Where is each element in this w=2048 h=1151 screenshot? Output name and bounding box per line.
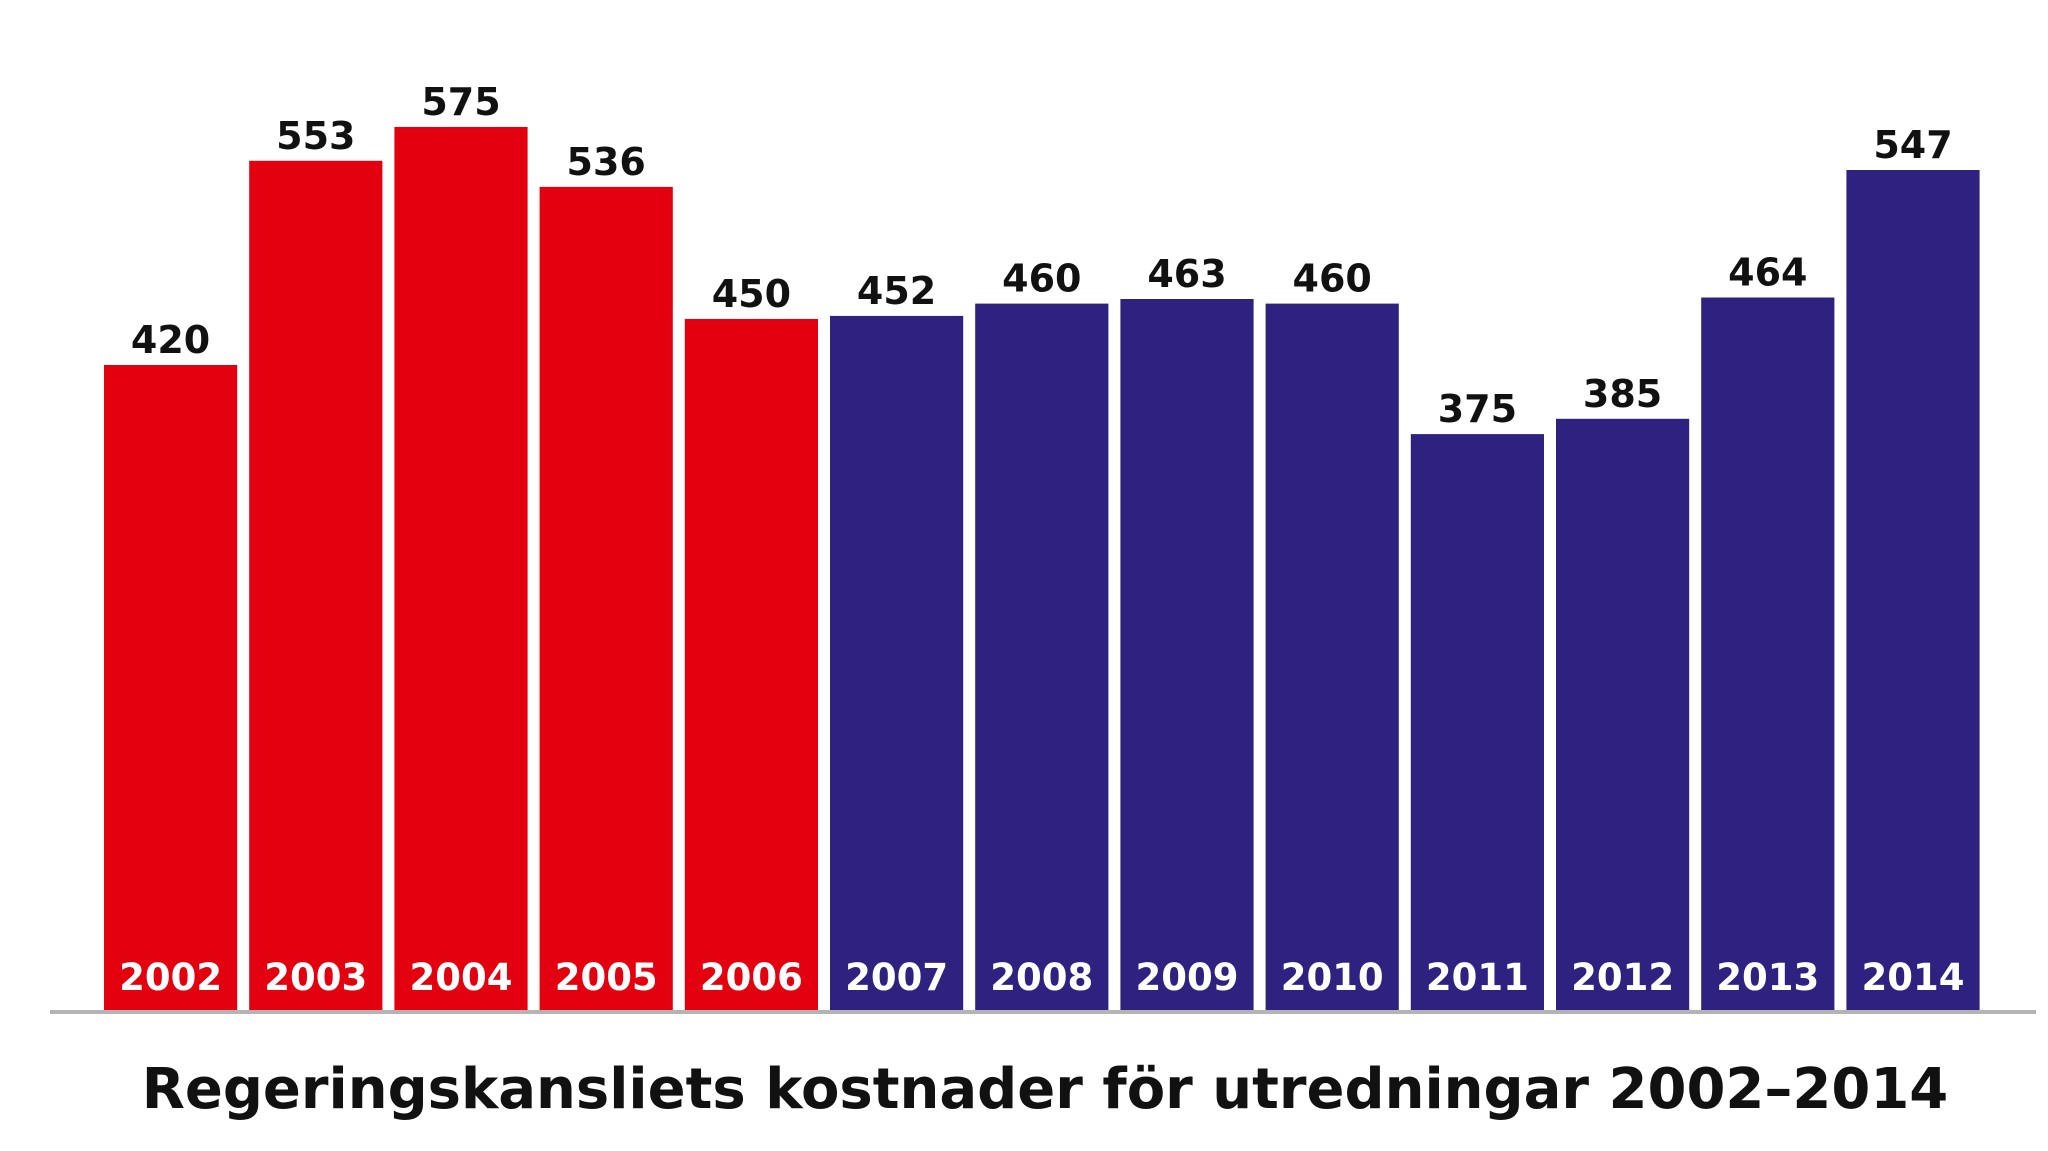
year-label-2009: 2009	[1136, 956, 1239, 999]
value-label-2010: 460	[1293, 257, 1372, 301]
value-label-2009: 463	[1147, 252, 1226, 296]
value-label-2013: 464	[1728, 251, 1807, 295]
year-label-2010: 2010	[1281, 956, 1384, 999]
year-label-2007: 2007	[845, 956, 948, 999]
bar-2011	[1410, 434, 1544, 1011]
value-label-2012: 385	[1583, 372, 1662, 416]
bar-2014	[1846, 170, 1980, 1010]
year-label-2014: 2014	[1862, 956, 1965, 999]
value-label-2005: 536	[567, 140, 646, 184]
bar-2005	[539, 186, 673, 1010]
year-label-2008: 2008	[990, 956, 1093, 999]
year-label-2002: 2002	[119, 956, 222, 999]
year-labels-layer: 2002 2003 2004 2005 2006 2007 2008 2009 2010 2011…	[119, 956, 1964, 999]
year-label-2005: 2005	[555, 956, 658, 999]
year-label-2013: 2013	[1716, 956, 1819, 999]
bar-2009	[1120, 299, 1254, 1010]
year-label-2012: 2012	[1571, 956, 1674, 999]
year-label-2003: 2003	[264, 956, 367, 999]
bar-2012	[1556, 418, 1690, 1010]
bars-layer	[104, 127, 1980, 1011]
value-label-2014: 547	[1873, 123, 1952, 167]
year-label-2006: 2006	[700, 956, 803, 999]
bar-2010	[1265, 303, 1399, 1011]
bar-2013	[1701, 297, 1835, 1010]
value-label-2004: 575	[421, 80, 500, 124]
bar-2004	[394, 127, 528, 1010]
bar-2007	[830, 315, 964, 1010]
year-label-2011: 2011	[1426, 956, 1529, 999]
value-labels-layer: 420 553 575 536 450 452 460 463 460 375 385 464 547	[131, 80, 1953, 431]
bar-2003	[249, 160, 383, 1011]
bar-2002	[104, 365, 238, 1010]
bar-2008	[975, 303, 1109, 1011]
bar-2006	[684, 319, 818, 1010]
value-label-2003: 553	[276, 114, 355, 158]
value-label-2008: 460	[1002, 257, 1081, 301]
chart-title: Regeringskansliets kostnader för utredni…	[142, 1057, 1949, 1122]
value-label-2011: 375	[1438, 387, 1517, 431]
year-label-2004: 2004	[410, 956, 513, 999]
value-label-2002: 420	[131, 318, 210, 362]
value-label-2006: 450	[712, 272, 791, 316]
value-label-2007: 452	[857, 269, 936, 313]
